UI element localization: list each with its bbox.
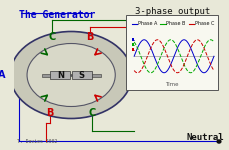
Circle shape [10,32,131,119]
Text: C: C [88,108,95,117]
Bar [131,48,133,51]
Text: N: N [57,70,64,80]
FancyBboxPatch shape [72,71,92,79]
Bar [131,38,133,41]
Text: Neutral: Neutral [186,134,223,142]
Text: T. Davies 2002: T. Davies 2002 [16,139,57,144]
Text: Phase B: Phase B [166,21,185,27]
Bar [42,74,50,76]
Text: C: C [48,33,56,42]
Circle shape [27,44,115,106]
Text: The Generator: The Generator [19,11,95,21]
Text: Phase A: Phase A [137,21,157,27]
Bar [92,74,100,76]
Text: A: A [132,70,139,80]
FancyBboxPatch shape [125,15,217,90]
Text: 3-phase output: 3-phase output [135,7,210,16]
Text: Phase C: Phase C [194,21,213,27]
Text: B: B [46,108,54,117]
Text: S: S [78,70,84,80]
Bar [131,43,133,46]
Text: B: B [86,33,93,42]
Text: A: A [0,70,5,80]
Text: Time: Time [164,82,178,87]
FancyBboxPatch shape [50,71,70,79]
